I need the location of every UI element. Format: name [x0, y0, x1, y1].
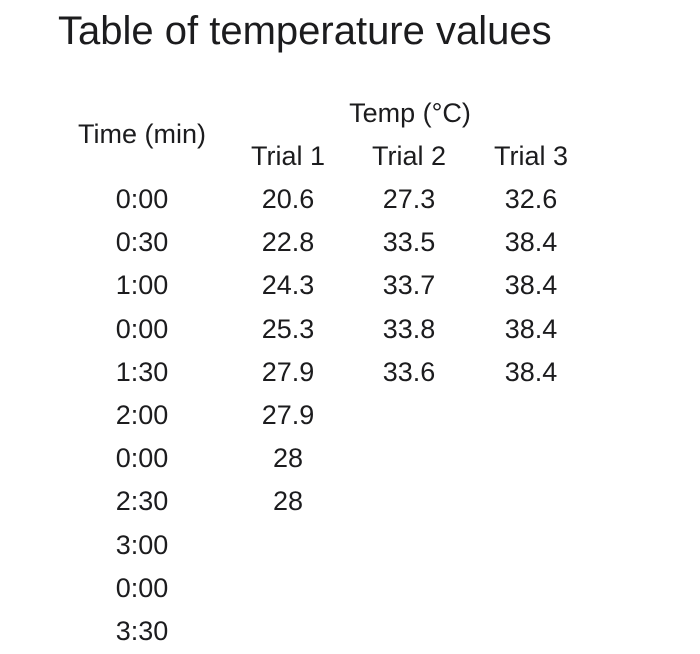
trial-1-cell: 22.8: [261, 227, 315, 258]
trial-3-cell: 38.4: [504, 270, 558, 301]
trial-1-cell: 28: [272, 486, 304, 517]
time-column-header: Time (min): [78, 119, 206, 149]
temp-group-header: Temp (°C): [349, 98, 471, 128]
trial-3-cell: 38.4: [504, 313, 558, 344]
time-cell: 1:00: [115, 270, 169, 301]
time-cell: 0:00: [115, 572, 169, 603]
trial-1-cell: 20.6: [261, 184, 315, 214]
trial-1-cell: 28: [272, 443, 304, 474]
time-cell: 3:30: [115, 616, 169, 646]
trial-3-cell: 38.4: [504, 227, 558, 258]
trial-2-cell: 33.6: [382, 356, 436, 387]
trial-2-cell: 33.7: [382, 270, 436, 301]
time-cell: 0:00: [115, 313, 169, 344]
time-cell: 2:30: [115, 486, 169, 517]
page-title: Table of temperature values: [58, 9, 552, 53]
trial-1-header: Trial 1: [250, 141, 325, 171]
trial-1-cell: 27.9: [261, 356, 315, 387]
time-cell: 0:30: [115, 227, 169, 258]
time-cell: 1:30: [115, 356, 169, 387]
trial-3-cell: 32.6: [504, 184, 558, 214]
trial-2-cell: 27.3: [382, 184, 436, 214]
trial-2-cell: 33.8: [382, 313, 436, 344]
time-cell: 0:00: [115, 184, 169, 214]
time-cell: 0:00: [115, 443, 169, 474]
time-cell: 3:00: [115, 529, 169, 560]
trial-2-header: Trial 2: [371, 141, 446, 171]
trial-1-cell: 27.9: [261, 400, 315, 430]
trial-1-cell: 24.3: [261, 270, 315, 301]
trial-2-cell: 33.5: [382, 227, 436, 258]
trial-3-header: Trial 3: [493, 141, 568, 171]
trial-3-cell: 38.4: [504, 356, 558, 387]
time-cell: 2:00: [115, 400, 169, 430]
trial-1-cell: 25.3: [261, 313, 315, 344]
